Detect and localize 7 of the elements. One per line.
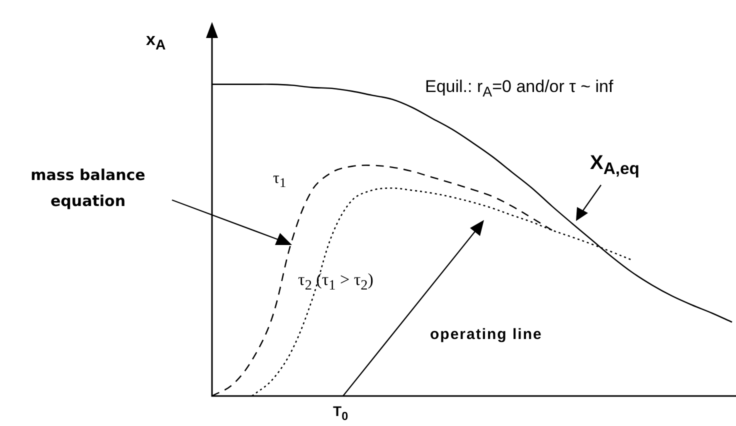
y-axis-title: x$_{A}$ [146, 30, 166, 54]
text: T$_{0}$ [333, 402, 350, 425]
text: X$_{A,eq}$ [590, 152, 640, 179]
series-label: τ$_{1}$ [273, 170, 286, 192]
annotation: operating line [430, 325, 544, 345]
text: mass balance equation [30, 165, 146, 212]
annotation: Equil.: r$_{A}$=0 and/or τ ~ inf [425, 76, 614, 102]
